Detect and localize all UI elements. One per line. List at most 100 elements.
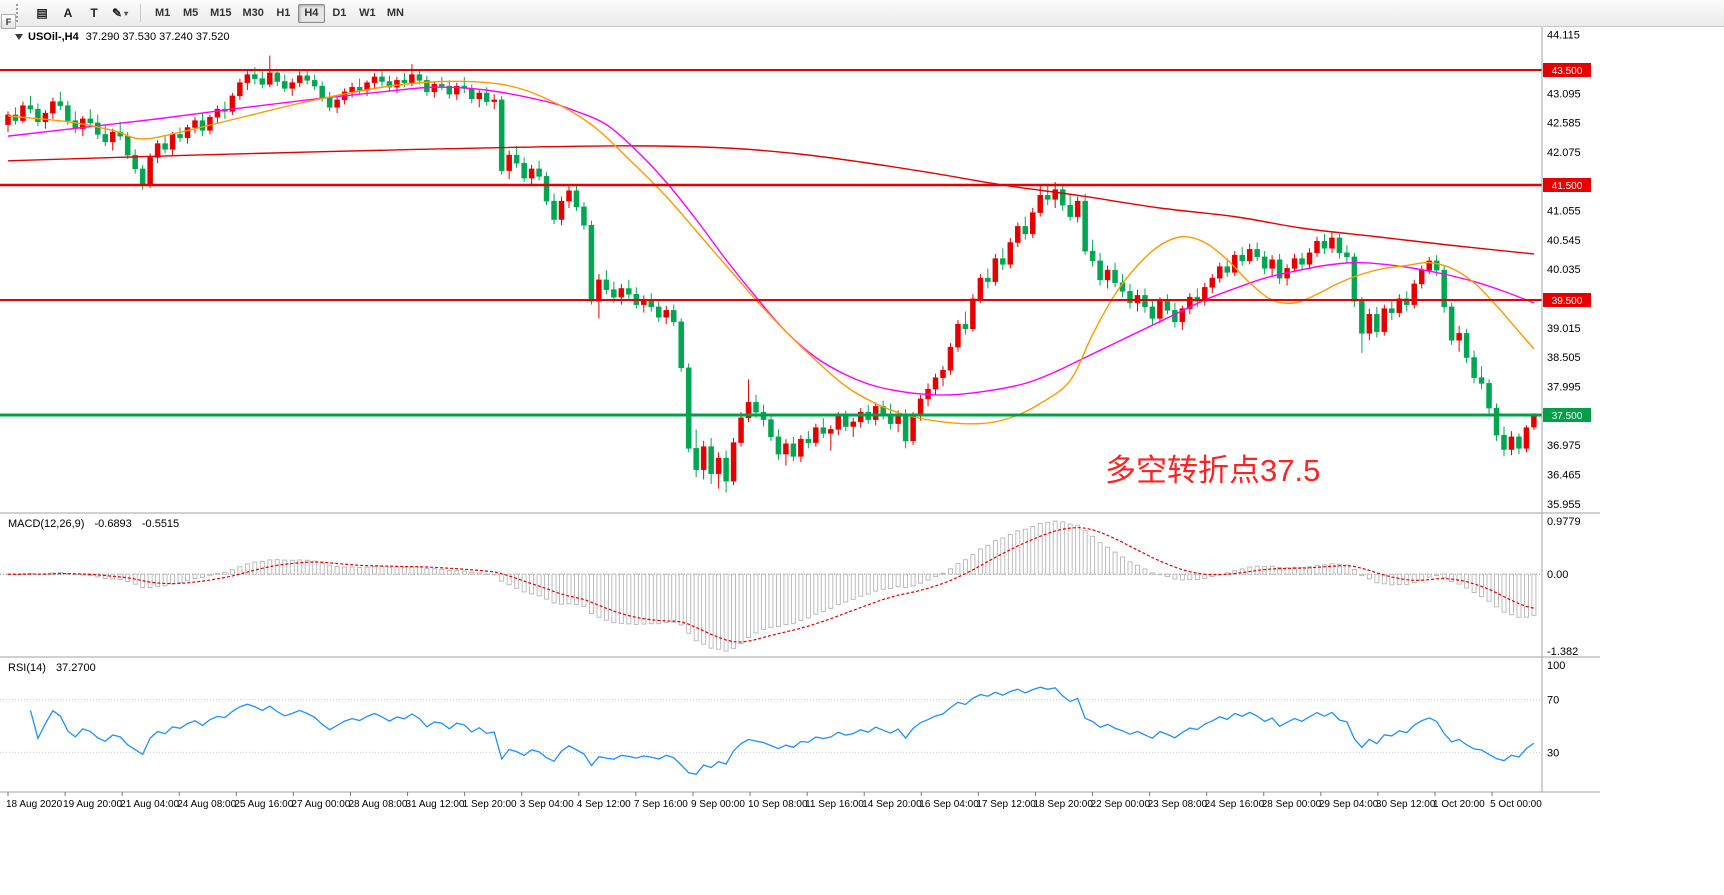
macd-histogram-bar	[177, 573, 183, 584]
macd-histogram-bar	[1247, 566, 1253, 575]
candle	[588, 220, 595, 305]
candle	[1037, 186, 1043, 217]
timeframe-button-w1[interactable]: W1	[354, 4, 381, 23]
time-axis-label: 24 Sep 16:00	[1205, 799, 1265, 810]
candle	[80, 116, 86, 137]
candle	[267, 55, 273, 88]
candle	[1493, 403, 1500, 441]
macd-histogram-bar	[1269, 565, 1275, 575]
moving-average-medium-magenta	[7, 86, 1535, 396]
candle	[476, 90, 482, 108]
price-badge-text: 37.500	[1552, 411, 1583, 422]
rsi-pane	[0, 686, 1542, 775]
macd-histogram-bar	[1509, 573, 1514, 616]
timeframe-button-m5[interactable]: M5	[177, 4, 204, 23]
candle	[1000, 248, 1006, 271]
macd-histogram-bar	[1037, 523, 1043, 575]
candle	[1516, 433, 1522, 455]
timeframe-button-h1[interactable]: H1	[270, 4, 297, 23]
candle	[573, 183, 580, 211]
price-axis-label: 43.095	[1547, 88, 1581, 100]
candle	[1074, 196, 1081, 223]
macd-histogram-bar	[1060, 521, 1066, 575]
macd-histogram-bar	[319, 562, 325, 575]
macd-histogram-bar	[289, 559, 295, 575]
candle	[1104, 265, 1111, 289]
timeframe-button-d1[interactable]: D1	[326, 4, 353, 23]
timeframe-button-m30[interactable]: M30	[237, 4, 268, 23]
macd-histogram-bar	[1307, 566, 1312, 575]
candle	[1366, 308, 1373, 341]
candle	[1231, 251, 1238, 276]
candle	[1112, 262, 1118, 288]
timeframe-button-h4[interactable]: H4	[297, 3, 325, 23]
time-axis-label: 29 Sep 04:00	[1319, 799, 1379, 810]
timeframe-button-mn[interactable]: MN	[382, 4, 409, 23]
chart-annotation[interactable]: 多空转折点37.5	[1105, 453, 1321, 488]
draw-tools-button[interactable]: ✎ ▾	[108, 3, 132, 23]
macd-histogram-bar	[843, 573, 849, 603]
price-axis-label: 37.995	[1547, 382, 1581, 394]
macd-indicator-label: MACD(12,26,9) -0.6893 -0.5515	[8, 518, 179, 530]
macd-histogram-bar	[1194, 573, 1200, 581]
macd-histogram-bar	[686, 573, 692, 634]
candle	[326, 91, 333, 112]
macd-histogram-bar	[394, 566, 400, 575]
candle	[536, 160, 542, 181]
time-axis-label: 30 Sep 12:00	[1376, 799, 1436, 810]
candle	[1097, 252, 1103, 286]
candle	[35, 103, 41, 127]
chart-list-icon[interactable]: ▤	[30, 3, 54, 23]
macd-histogram-bar	[207, 573, 213, 577]
macd-histogram-bar	[544, 573, 550, 600]
candle	[1082, 193, 1088, 256]
macd-histogram-bar	[768, 573, 774, 628]
rsi-indicator-label: RSI(14) 37.2700	[8, 662, 96, 674]
candle	[461, 76, 468, 93]
macd-histogram-bar	[372, 566, 377, 575]
macd-histogram-bar	[805, 573, 811, 619]
macd-histogram-bar	[1523, 573, 1529, 618]
time-axis-label: 28 Sep 00:00	[1262, 799, 1322, 810]
candle	[1127, 283, 1133, 309]
candle	[723, 450, 729, 493]
macd-histogram-bar	[1531, 573, 1537, 616]
time-axis-label: 31 Aug 12:00	[406, 799, 465, 810]
toolbar-handle-f[interactable]: F	[1, 14, 16, 29]
macd-histogram-bar	[1075, 524, 1081, 575]
candle	[1314, 236, 1320, 257]
macd-histogram-bar	[147, 573, 153, 588]
candle	[1389, 301, 1395, 321]
candle	[274, 68, 281, 87]
collapse-triangle-icon[interactable]	[15, 34, 23, 40]
macd-histogram-bar	[1314, 564, 1320, 575]
toolbar-grip[interactable]	[16, 4, 22, 22]
macd-histogram-bar	[977, 548, 983, 575]
text-box-button[interactable]: T	[82, 3, 106, 23]
candle	[154, 140, 161, 164]
chart-canvas[interactable]: 43.500 41.500 39.500 37.500 44.115 43.095 42.5…	[0, 26, 1724, 895]
macd-histogram-bar	[835, 573, 841, 605]
candle	[50, 97, 56, 119]
candle	[813, 423, 819, 447]
macd-histogram-bar	[1516, 573, 1522, 618]
candle	[633, 287, 640, 309]
macd-histogram-bar	[229, 569, 235, 575]
timeframe-button-m15[interactable]: M15	[205, 4, 236, 23]
macd-histogram-bar	[484, 573, 490, 575]
candle	[917, 394, 924, 421]
macd-histogram-bar	[551, 573, 557, 604]
candle	[850, 417, 856, 437]
candle	[1396, 294, 1403, 318]
text-label-button[interactable]: A	[56, 3, 80, 23]
macd-histogram-bar	[1441, 573, 1447, 578]
macd-histogram-bar	[506, 573, 512, 586]
timeframe-button-m1[interactable]: M1	[149, 4, 176, 23]
candle	[641, 295, 647, 313]
candle	[289, 78, 295, 96]
macd-histogram-bar	[491, 573, 497, 576]
macd-histogram-bar	[514, 573, 520, 589]
macd-histogram-bar	[948, 568, 953, 575]
candle	[371, 72, 378, 89]
macd-histogram-bar	[1396, 573, 1402, 585]
